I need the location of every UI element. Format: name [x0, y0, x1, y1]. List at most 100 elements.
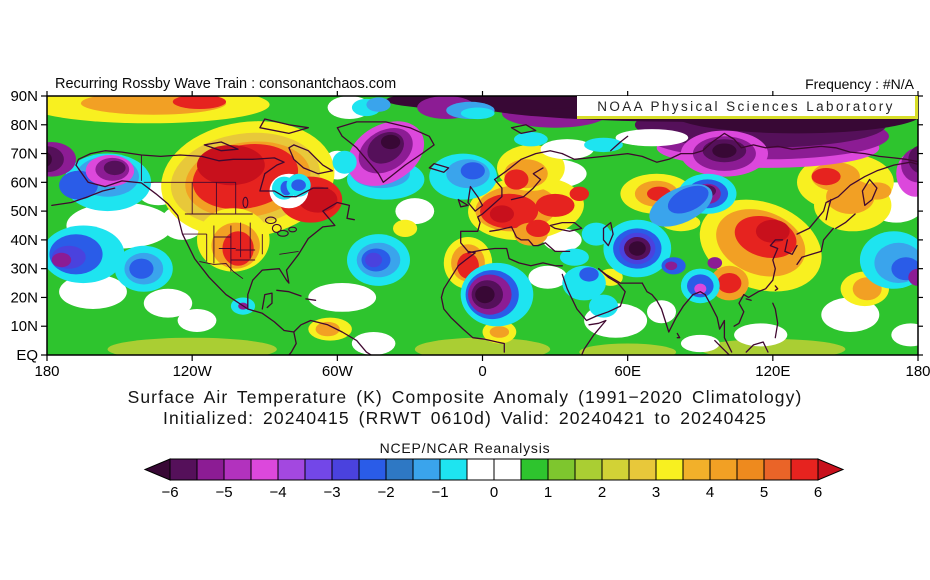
anomaly-blob [707, 257, 723, 269]
coastline [676, 332, 681, 339]
anomaly-blob [700, 339, 846, 355]
colorbar-cell [628, 458, 657, 481]
anomaly-blob [862, 182, 892, 200]
y-tick-label: 60N [10, 174, 38, 191]
borders-layer [140, 155, 299, 280]
coastline [467, 185, 484, 212]
coastline [510, 124, 537, 135]
y-tick-label: 20N [10, 289, 38, 306]
anomaly-blob [694, 283, 707, 294]
y-tick-label: 70N [10, 146, 38, 163]
coastline [428, 162, 450, 173]
lake-outline [242, 196, 249, 209]
anomaly-blob [395, 198, 435, 225]
colorbar-tick-label: 0 [490, 484, 498, 501]
colorbar [143, 458, 845, 481]
y-tick-label: 30N [10, 261, 38, 278]
colorbar-tick-label: −3 [323, 484, 340, 501]
colorbar-labels: −6 −5 −4 −3 −2 −1 0 1 2 3 4 5 6 [161, 484, 822, 501]
colorbar-tick-label: 6 [814, 484, 822, 501]
anomaly-blob [59, 170, 98, 200]
colorbar-tick-label: −1 [431, 484, 448, 501]
coastline [597, 268, 643, 284]
coastline [745, 298, 752, 301]
anomaly-blob [222, 231, 254, 266]
anomaly-blob [615, 129, 689, 147]
colorbar-tick-label: −5 [215, 484, 232, 501]
colorbar-cell [763, 458, 792, 481]
anomaly-blob [51, 252, 72, 268]
anomaly-blob [380, 134, 401, 150]
anomaly-blob [667, 185, 709, 214]
colorbar-cell [601, 458, 630, 481]
coastline [51, 187, 116, 207]
coastline [467, 247, 563, 267]
colorbar-title: NCEP/NCAR Reanalysis [379, 440, 551, 456]
coastline [549, 221, 583, 232]
anomaly-blob [365, 252, 383, 268]
colorbar-cell [682, 458, 711, 481]
colorbar-cell [277, 458, 306, 481]
anomaly-blob [579, 267, 599, 282]
x-tick-label: 120W [173, 363, 213, 380]
coastline [796, 227, 834, 266]
anomaly-blob [103, 160, 126, 176]
anomaly-blob [366, 97, 391, 112]
colorbar-cell [331, 458, 360, 481]
header-left-text: Recurring Rossby Wave Train : consonantc… [55, 76, 397, 92]
coastline [704, 293, 733, 353]
coastline [714, 339, 730, 355]
anomaly-blob [891, 323, 918, 347]
colorbar-cell [412, 458, 441, 481]
anomaly-blob [489, 205, 514, 223]
lake-outline [288, 226, 298, 233]
anomaly-blob [59, 274, 127, 310]
coastline [784, 239, 798, 255]
anomaly-blob [535, 193, 575, 217]
coastline [247, 201, 355, 310]
anomaly-blob [47, 146, 64, 173]
anomaly-blob [717, 273, 742, 294]
coastline [561, 268, 626, 322]
anomaly-map [47, 96, 918, 355]
coastline [305, 298, 317, 301]
colorbar-tick-label: −2 [377, 484, 394, 501]
anomaly-blob [197, 145, 265, 186]
coastline [825, 198, 832, 221]
lake-outline [271, 223, 282, 233]
coastline [276, 289, 302, 297]
coastline [774, 285, 779, 291]
anomaly-blob [579, 343, 677, 355]
anomaly-blob [489, 326, 510, 338]
anomaly-blob [315, 321, 340, 337]
anomaly-blob [514, 132, 548, 147]
anomaly-blob [475, 286, 495, 304]
anomaly-blob [755, 219, 790, 243]
anomaly-blob [908, 145, 918, 173]
anomaly-blob [826, 179, 875, 214]
anomaly-blob [177, 309, 217, 332]
colorbar-tick-label: 4 [706, 484, 714, 501]
y-tick-label: 50N [10, 203, 38, 220]
anomaly-blob [298, 186, 338, 213]
colorbar-cell [223, 458, 252, 481]
y-tick-label: EQ [16, 347, 38, 364]
anomaly-blob [665, 261, 678, 271]
anomaly-blob [47, 151, 52, 167]
colorbar-cell [790, 458, 819, 481]
coastline [510, 167, 544, 201]
colorbar-cell [466, 458, 495, 481]
y-tick-label: 40N [10, 232, 38, 249]
anomaly-blob [680, 334, 720, 353]
anomaly-blob [559, 248, 589, 266]
plot-title: Surface Air Temperature (K) Composite An… [127, 387, 803, 407]
anomaly-blob [107, 337, 277, 355]
x-tick-label: 180 [34, 363, 59, 380]
header-frequency-text: Frequency : #N/A [805, 76, 914, 92]
coastline [293, 319, 372, 355]
anomaly-blob [628, 241, 646, 256]
coastline [581, 319, 607, 355]
colorbar-tick-label: 5 [760, 484, 768, 501]
